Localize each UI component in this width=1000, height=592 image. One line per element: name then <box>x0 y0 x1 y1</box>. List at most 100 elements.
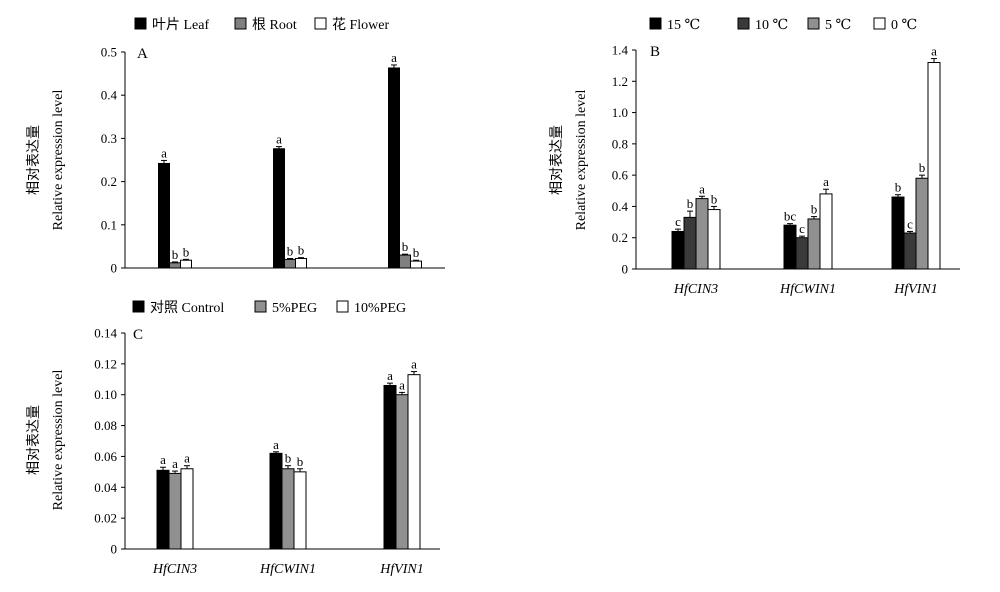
significance-label: a <box>161 145 167 160</box>
bar <box>295 257 307 269</box>
y-axis-label-en: Relative expression level <box>51 370 66 511</box>
legend-label: 5 ℃ <box>825 18 851 33</box>
significance-label: b <box>919 160 926 175</box>
significance-label: b <box>687 196 694 211</box>
x-category-label: HfCWIN1 <box>259 562 316 577</box>
y-axis-label-cn: 相对表达量 <box>26 405 42 475</box>
bar <box>180 259 192 269</box>
bar <box>281 468 295 550</box>
significance-label: a <box>172 456 178 471</box>
significance-label: b <box>402 239 409 254</box>
significance-label: b <box>895 180 902 195</box>
significance-label: b <box>183 244 190 259</box>
legend-label: 叶片 Leaf <box>152 17 209 33</box>
bar <box>293 471 307 550</box>
significance-label: a <box>931 44 937 59</box>
y-tick-label: 0.8 <box>612 136 628 151</box>
significance-label: c <box>675 214 681 229</box>
y-tick-label: 0.12 <box>94 356 117 371</box>
significance-label: a <box>184 451 190 466</box>
bar <box>795 237 809 270</box>
bar <box>707 209 721 270</box>
bar <box>156 469 170 550</box>
significance-label: a <box>823 174 829 189</box>
bar <box>388 67 400 269</box>
y-tick-label: 0.2 <box>101 174 117 189</box>
legend-swatch <box>234 17 247 30</box>
significance-label: a <box>699 181 705 196</box>
significance-label: a <box>160 452 166 467</box>
bar <box>284 258 296 269</box>
y-axis-label-en: Relative expression level <box>51 90 66 231</box>
y-tick-label: 0 <box>111 542 118 557</box>
significance-label: a <box>391 50 397 65</box>
chart-panel-a: 0 0.1 0.2 0.3 0.4 0.5 A 相对表达量 Relative expressio… <box>26 17 445 276</box>
y-tick-label: 0.02 <box>94 511 117 526</box>
y-axis-label-cn: 相对表达量 <box>549 125 565 195</box>
bar <box>671 230 685 270</box>
significance-label: bc <box>784 209 797 224</box>
y-tick-label: 1.0 <box>612 105 628 120</box>
significance-label: b <box>172 247 179 262</box>
bar <box>783 224 797 270</box>
y-tick-label: 0.06 <box>94 449 117 464</box>
legend-label: 5%PEG <box>272 301 317 316</box>
chart-panel-b: 0 0.2 0.4 0.6 0.8 1.0 1.2 1.4 B 相对表达量 Relative exp… <box>549 17 960 297</box>
legend-swatch <box>134 17 147 30</box>
significance-label: b <box>297 454 304 469</box>
significance-label: b <box>811 202 818 217</box>
bar <box>407 374 421 550</box>
chart-panel-c: 0 0.02 0.04 0.06 0.08 0.10 0.12 0.14 C 相对表达量 Relat… <box>26 300 440 577</box>
legend-label: 对照 Control <box>150 300 224 316</box>
significance-label: c <box>799 221 805 236</box>
bar <box>695 198 709 270</box>
bar <box>273 148 285 269</box>
legend-swatch <box>737 17 750 30</box>
bar <box>807 218 821 270</box>
x-category-label: HfCWIN1 <box>779 282 836 297</box>
y-tick-label: 1.2 <box>612 74 628 89</box>
y-tick-label: 0 <box>111 261 118 276</box>
legend-swatch <box>132 300 145 313</box>
bar <box>158 162 170 269</box>
y-tick-label: 0.4 <box>101 88 118 103</box>
y-tick-label: 0.5 <box>101 45 117 60</box>
bar <box>683 216 697 270</box>
x-category-label: HfCIN3 <box>152 562 197 577</box>
y-tick-label: 0.14 <box>94 326 117 341</box>
legend-swatch <box>873 17 886 30</box>
significance-label: a <box>273 437 279 452</box>
legend-label: 10%PEG <box>354 301 406 316</box>
significance-label: a <box>387 368 393 383</box>
y-tick-label: 0.04 <box>94 480 117 495</box>
bar <box>399 254 411 269</box>
y-tick-label: 0 <box>622 262 629 277</box>
x-category-label: HfVIN1 <box>379 562 424 577</box>
y-tick-label: 0.08 <box>94 418 117 433</box>
panel-label: A <box>137 46 148 62</box>
legend-swatch <box>314 17 327 30</box>
bar <box>169 262 181 269</box>
y-tick-label: 0.10 <box>94 387 117 402</box>
legend-swatch <box>807 17 820 30</box>
bar <box>903 232 917 270</box>
legend-swatch <box>649 17 662 30</box>
significance-label: a <box>399 377 405 392</box>
legend-label: 10 ℃ <box>755 18 788 33</box>
y-tick-label: 0.1 <box>101 217 117 232</box>
significance-label: b <box>413 245 420 260</box>
y-tick-label: 0.2 <box>612 230 628 245</box>
significance-label: c <box>907 216 913 231</box>
y-tick-label: 0.3 <box>101 131 117 146</box>
legend-swatch <box>254 300 267 313</box>
bar <box>927 62 941 270</box>
legend-label: 花 Flower <box>332 17 389 33</box>
bar <box>180 468 194 550</box>
y-axis-label-en: Relative expression level <box>574 90 589 231</box>
bar <box>891 196 905 270</box>
significance-label: a <box>411 357 417 372</box>
significance-label: b <box>287 243 294 258</box>
bar <box>395 394 409 550</box>
significance-label: a <box>276 132 282 147</box>
bar <box>410 260 422 269</box>
